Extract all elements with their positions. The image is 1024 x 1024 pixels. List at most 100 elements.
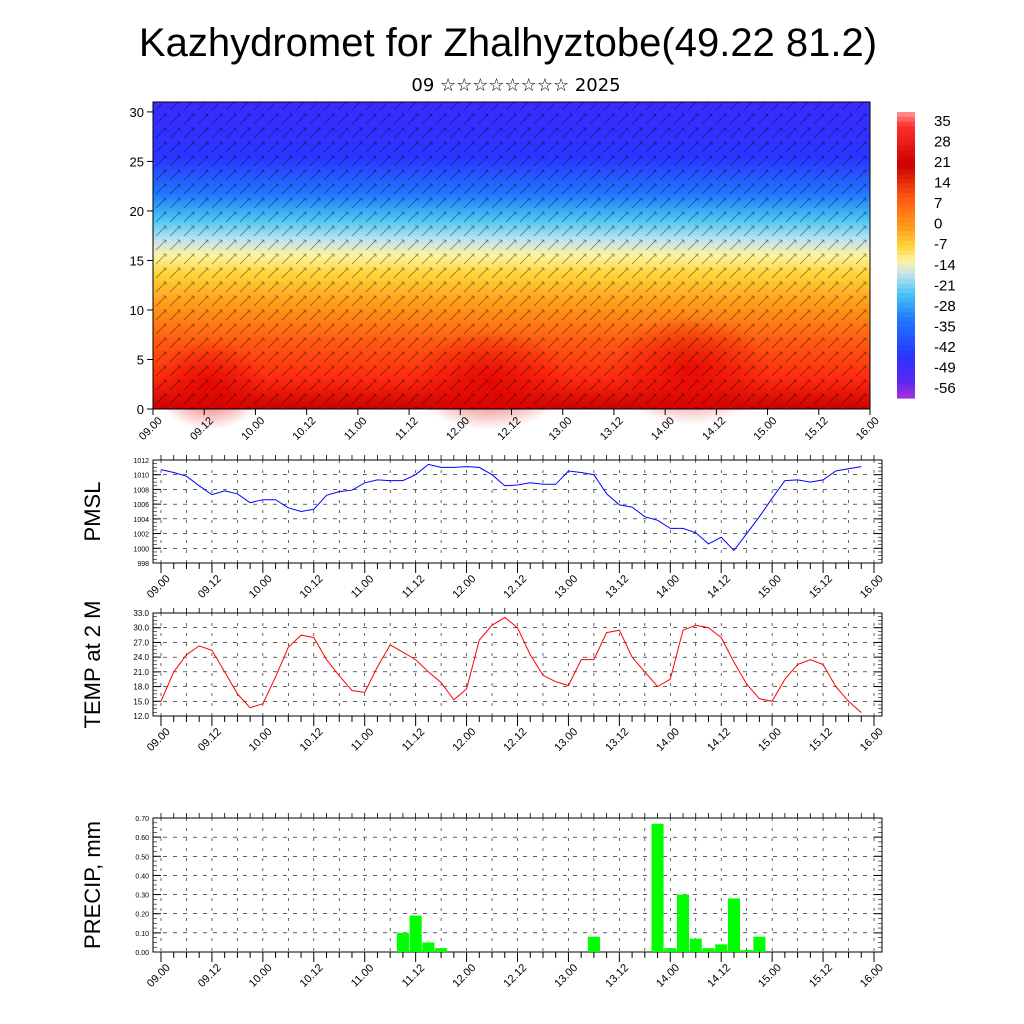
colorbar-swatch [897,216,915,223]
colorbar-swatch [897,169,915,175]
colorbar-swatch [897,221,915,227]
y-tick-label: 0.40 [135,873,149,880]
colorbar-swatch [897,336,915,342]
colorbar-swatch [897,388,915,394]
x-tick-label: 10.12 [298,573,326,601]
colorbar: 35 28 21 14 7 0 -7 -14 -21 -28 -35 -42 -49 -56 [897,112,956,399]
colorbar-swatch [897,231,915,237]
heatmap-x-tick-label: 11.12 [393,415,420,442]
heatmap-y-tick-label: 5 [137,352,144,367]
colorbar-swatch [897,135,915,142]
precip-bar [409,915,422,952]
precip-bar [422,942,435,952]
colorbar-tick-label: 0 [934,216,942,233]
colorbar-swatch [897,116,915,123]
x-tick-label: 12.00 [450,962,478,990]
colorbar-swatch [897,293,915,299]
colorbar-tick-label: -21 [934,277,956,294]
colorbar-swatch [897,259,915,266]
y-tick-label: 21.0 [133,668,149,677]
colorbar-labels: 35 28 21 14 7 0 -7 -14 -21 -28 -35 -42 -49 -56 [934,113,956,397]
heatmap-x-tick-label: 09.00 [137,415,165,443]
x-tick-label: 14.12 [705,573,733,601]
temp-panel: 12.0 15.0 18.0 21.0 24.0 27.0 30.0 33.0 09.00 09.… [80,601,886,754]
colorbar-swatch [897,240,915,247]
colorbar-swatch [897,255,915,261]
series-line [160,616,862,713]
colorbar-swatch [897,364,915,370]
heatmap-y-tick-label: 25 [130,154,144,169]
precip-bar [753,936,766,952]
heatmap-y-tick-label: 20 [130,204,144,219]
colorbar-swatch [897,264,915,270]
heatmap-x-tick-label: 10.12 [291,415,319,443]
colorbar-tick-label: 7 [934,195,942,212]
x-tick-label: 16.00 [858,726,886,754]
x-tick-label: 12.00 [450,573,478,601]
x-tick-label: 15.00 [756,573,784,601]
x-tick-label: 11.12 [400,962,427,989]
x-tick-label: 15.00 [756,962,784,990]
pmsl-panel: 998 1000 1002 1004 1006 1008 1010 1012 09.00 09.1… [80,455,886,601]
x-tick-label: 11.00 [349,573,376,600]
colorbar-tick-label: -35 [934,318,956,335]
page-subtitle: 09 ☆☆☆☆☆☆☆☆ 2025 [411,75,620,96]
y-tick-label: 1006 [133,502,149,509]
precip-bar [664,948,677,952]
y-tick-label: 0.50 [135,854,149,861]
colorbar-swatch [897,188,915,194]
colorbar-swatch [897,374,915,380]
precip-bar [587,936,600,952]
x-tick-label: 16.00 [858,573,886,601]
colorbar-tick-label: -56 [934,380,956,397]
precip-bar [651,823,664,952]
heatmap-y-tick-label: 0 [137,402,144,417]
x-tick-label: 09.00 [145,573,173,601]
x-tick-label: 09.12 [196,573,224,601]
colorbar-swatch [897,383,915,390]
y-tick-label: 12.0 [133,712,149,721]
x-tick-label: 10.00 [247,726,275,754]
y-tick-label: 1012 [133,458,149,465]
x-tick-label: 16.00 [858,962,886,990]
colorbar-swatches [897,112,915,399]
y-tick-label: 15.0 [133,697,149,706]
y-tick-label: 0.10 [135,931,149,938]
precip-bar [727,898,740,952]
colorbar-swatch [897,202,915,208]
x-tick-label: 14.12 [705,962,733,990]
x-tick-label: 11.12 [400,573,427,600]
colorbar-swatch [897,369,915,375]
colorbar-swatch [897,393,915,399]
colorbar-swatch [897,302,915,309]
colorbar-swatch [897,159,915,166]
x-tick-label: 15.12 [807,726,835,754]
y-axis-label: TEMP at 2 M [80,601,105,729]
y-tick-label: 1010 [133,473,149,480]
x-tick-label: 10.00 [247,573,275,601]
precip-bar [435,948,448,952]
y-tick-label: 1004 [133,517,149,524]
x-tick-label: 13.12 [603,726,631,754]
precip-panel: 0.00 0.10 0.20 0.30 0.40 0.50 0.60 0.70 09.00 09.… [80,813,886,990]
x-tick-label: 13.00 [552,726,580,754]
heatmap-x-tick-label: 15.00 [751,415,779,443]
colorbar-swatch [897,316,915,323]
x-tick-label: 11.12 [400,726,427,753]
precip-bar [689,938,702,952]
colorbar-tick-label: -49 [934,359,956,376]
x-tick-label: 13.12 [603,962,631,990]
x-tick-label: 11.00 [349,962,376,989]
colorbar-swatch [897,131,915,137]
y-tick-label: 24.0 [133,653,149,662]
colorbar-swatch [897,350,915,356]
heatmap-x-tick-label: 13.12 [598,415,626,443]
colorbar-swatch [897,378,915,385]
colorbar-swatch [897,154,915,161]
y-tick-label: 0.20 [135,912,149,919]
y-tick-label: 0.70 [135,816,149,823]
page-title: Kazhydromet for Zhalhyztobe(49.22 81.2) [139,21,877,65]
colorbar-swatch [897,178,915,185]
x-tick-label: 12.00 [450,726,478,754]
